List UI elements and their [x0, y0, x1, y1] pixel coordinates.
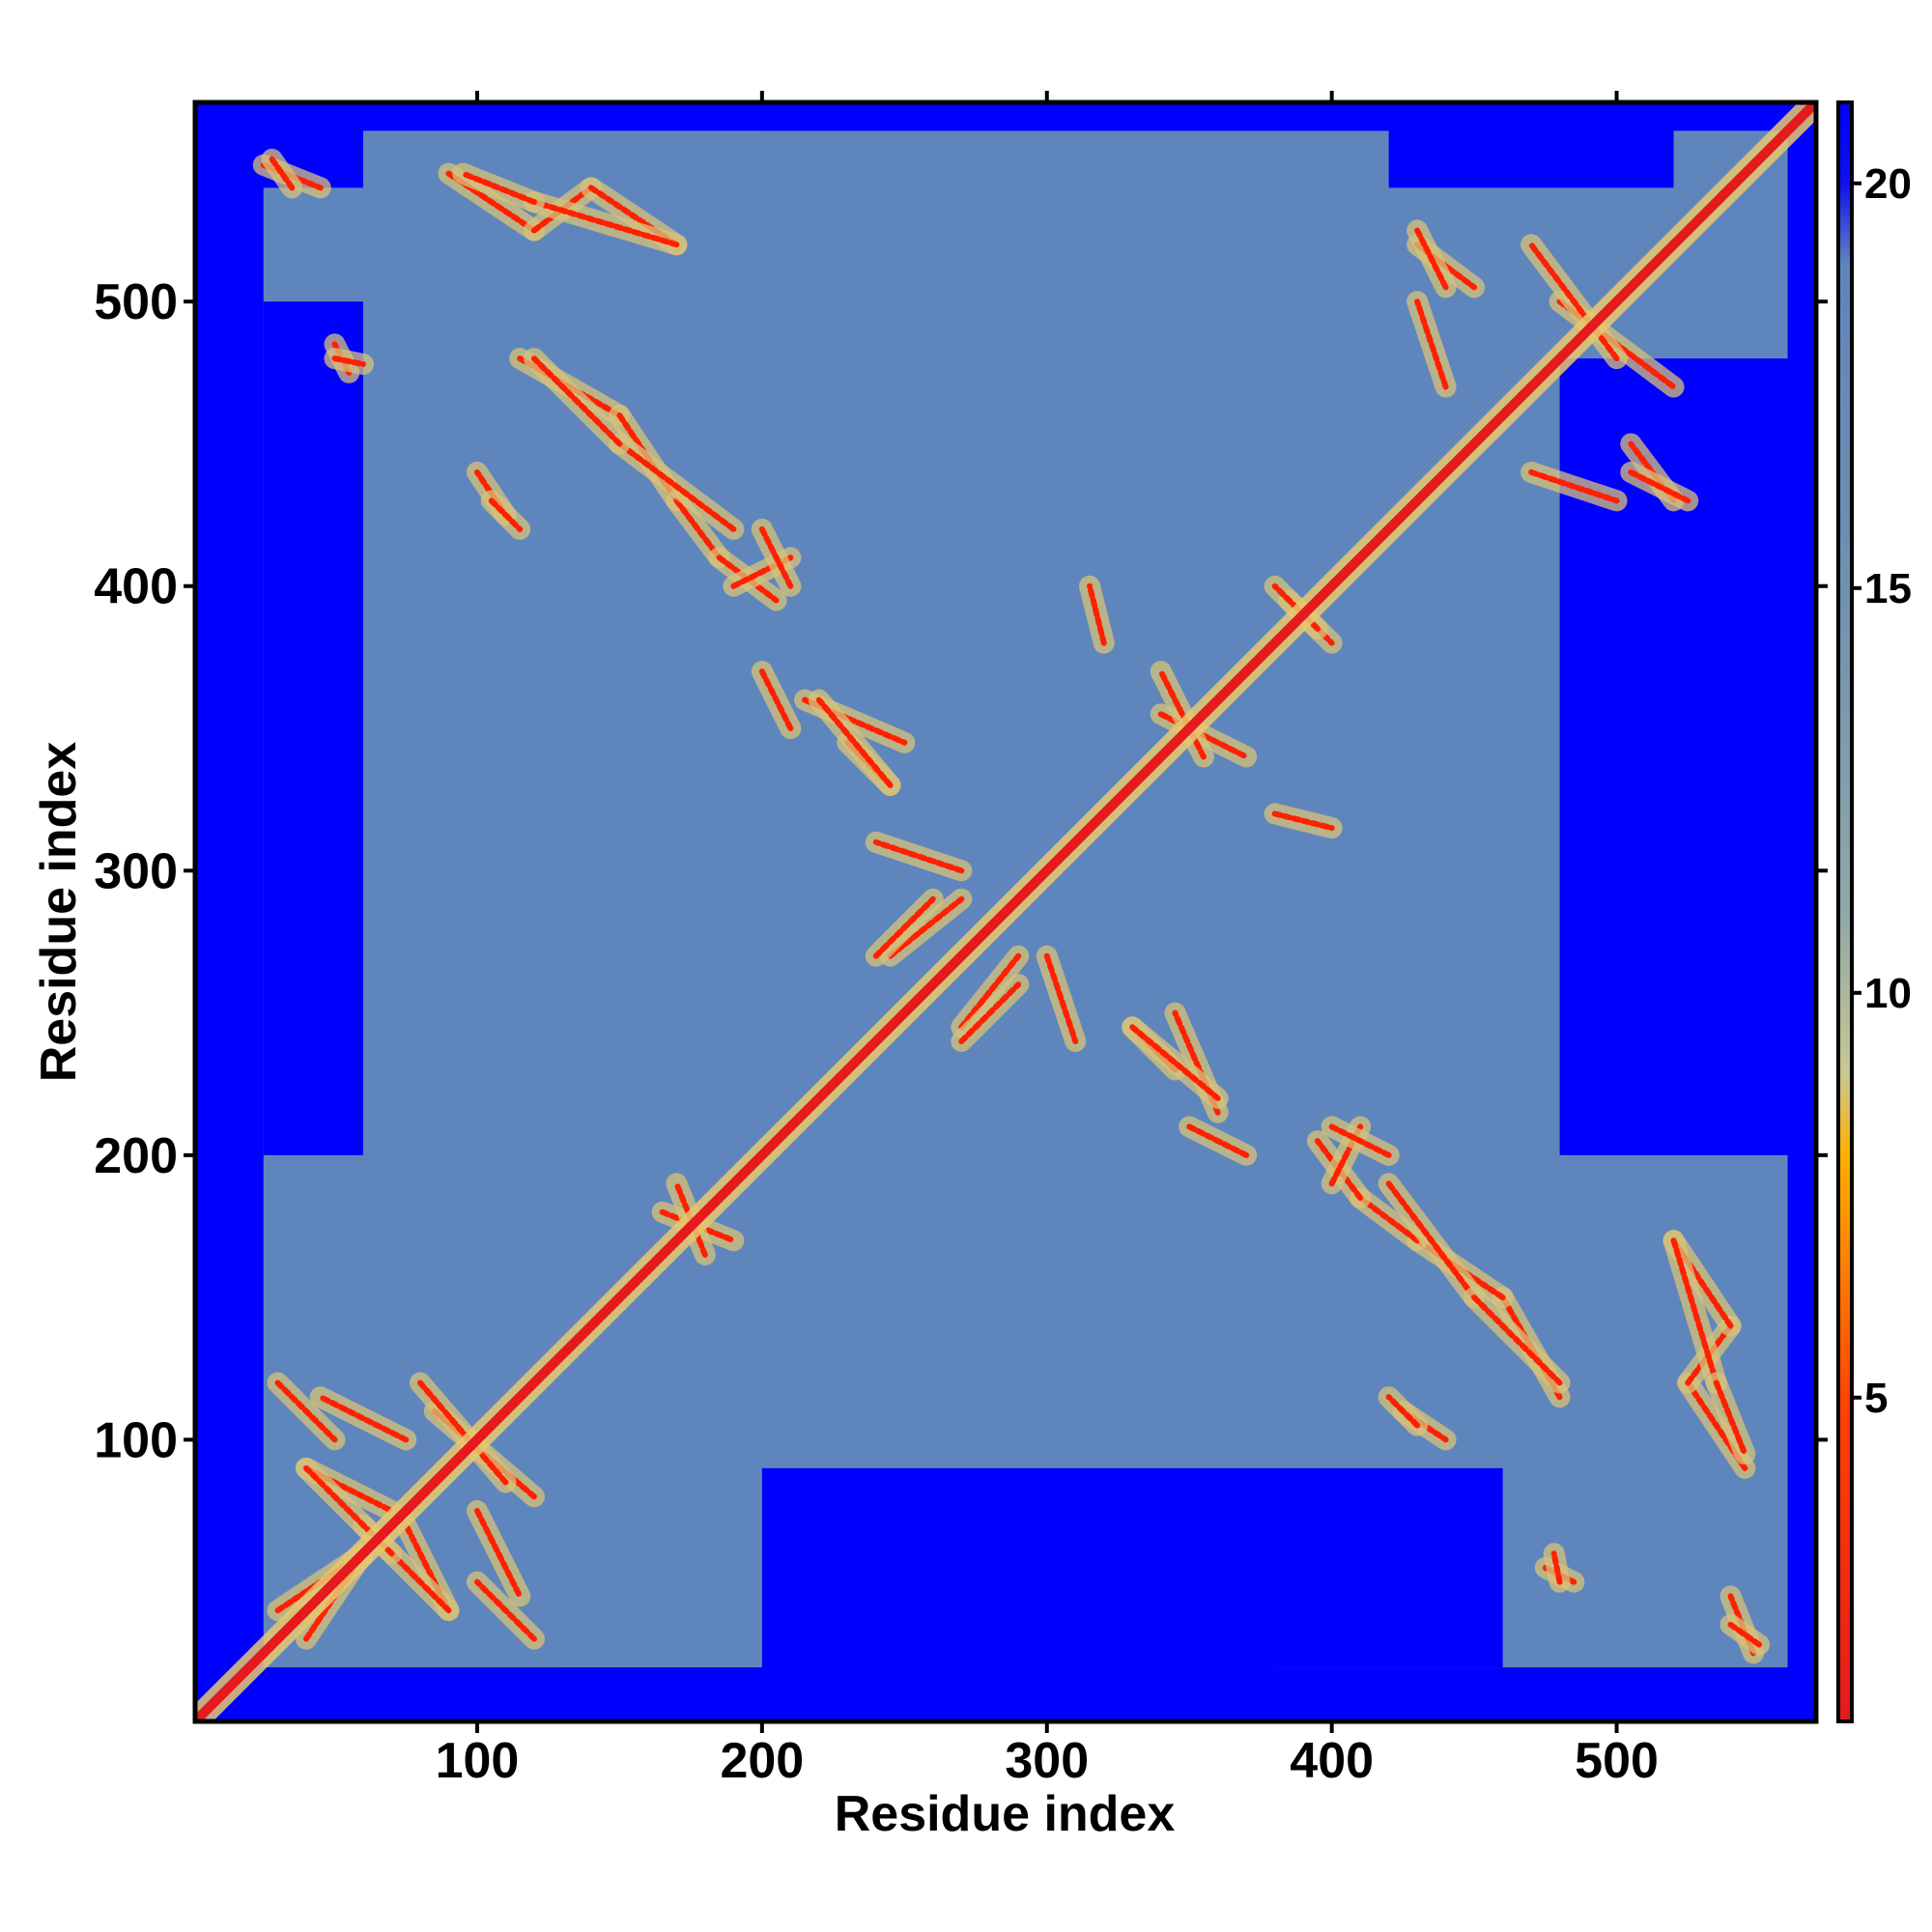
colorbar: 5 10 15 20	[1836, 100, 1912, 1723]
contact-line-12-1	[872, 895, 936, 959]
contact-line-22-1	[460, 170, 537, 206]
contact-line-39-0	[488, 497, 524, 532]
contact-line-21-1	[530, 199, 680, 248]
contact-line-19-1	[616, 440, 737, 532]
far-region-3	[1559, 358, 1816, 1155]
contact-line-14-0	[1129, 1024, 1221, 1101]
contact-line-39-1	[1385, 1394, 1421, 1429]
contact-line-29-0	[473, 1508, 524, 1600]
y-tick-label-300: 300	[94, 843, 178, 899]
heatmap-cells	[195, 102, 1816, 1721]
contact-line-31-1	[473, 1578, 537, 1642]
contact-line-38-0	[331, 355, 366, 367]
far-region-1	[195, 1681, 1816, 1721]
contact-line-31-0	[274, 1379, 338, 1443]
contact-line-30-1	[416, 1379, 509, 1486]
contact-line-36-1	[1414, 298, 1449, 390]
y-tick-label-500: 500	[94, 274, 178, 330]
contact-line-13-0	[1043, 952, 1079, 1045]
contact-line-20-0	[1471, 1294, 1563, 1386]
contact-line-11-1	[958, 952, 1022, 1031]
contact-line-36-0	[1528, 469, 1620, 504]
contact-line-13-1	[872, 838, 965, 874]
x-tick-label-100: 100	[436, 1733, 520, 1789]
heatmap-plot-area	[192, 99, 1819, 1724]
y-axis: 100 200 300 400 500	[94, 274, 1828, 1468]
contact-line-14-1	[815, 696, 894, 788]
contact-line-38-1	[1550, 1550, 1563, 1585]
contact-line-34-1	[1528, 242, 1620, 362]
far-region-0	[195, 102, 264, 1721]
contact-line-18-1	[758, 526, 794, 589]
y-axis-title: Residue index	[31, 742, 87, 1083]
contact-line-6-0	[673, 497, 723, 561]
x-tick-label-200: 200	[720, 1733, 804, 1789]
x-tick-label-400: 400	[1290, 1733, 1374, 1789]
colorbar-tick-label-5: 5	[1864, 1375, 1888, 1422]
contact-line-22-0	[1713, 1379, 1748, 1458]
contact-line-19-0	[1385, 1180, 1478, 1301]
contact-line-15-1	[758, 668, 794, 732]
y-tick-label-400: 400	[94, 559, 178, 615]
contact-line-16-1	[1086, 582, 1107, 646]
colorbar-tick-label-10: 10	[1864, 970, 1912, 1017]
x-axis: 100 200 300 400 500	[436, 91, 1659, 1789]
contact-line-15-0	[1186, 1123, 1250, 1158]
colorbar-strip	[1836, 100, 1854, 1723]
contact-line-35-0	[1628, 469, 1691, 504]
contact-line-6-1	[1357, 1195, 1421, 1244]
contact-line-20-1	[530, 355, 623, 447]
y-tick-label-100: 100	[94, 1412, 178, 1468]
contact-line-24-1	[269, 156, 296, 191]
contact-line-11-0	[887, 895, 965, 959]
far-region-4	[761, 1467, 1503, 1668]
x-tick-label-300: 300	[1005, 1733, 1089, 1789]
contact-line-35-1	[1414, 227, 1449, 291]
far-region-5	[1388, 102, 1674, 188]
plot-frame	[192, 99, 1819, 1724]
contact-line-21-0	[1670, 1237, 1719, 1386]
colorbar-tick-label-20: 20	[1864, 160, 1912, 208]
contact-line-16-0	[1271, 810, 1335, 832]
contact-line-17-1	[1157, 668, 1207, 760]
contact-line-12-0	[958, 981, 1022, 1045]
y-tick-label-200: 200	[94, 1128, 178, 1184]
contact-line-18-0	[1328, 1123, 1392, 1158]
diagonal-line	[195, 102, 1816, 1721]
x-axis-title: Residue index	[835, 1786, 1176, 1842]
x-tick-label-500: 500	[1575, 1733, 1659, 1789]
far-region-2	[263, 301, 363, 1155]
contact-line-24-0	[1727, 1621, 1763, 1648]
colorbar-ticks: 5 10 15 20	[1852, 160, 1912, 1422]
contact-line-29-1	[317, 1394, 410, 1443]
colorbar-tick-label-15: 15	[1864, 565, 1912, 612]
